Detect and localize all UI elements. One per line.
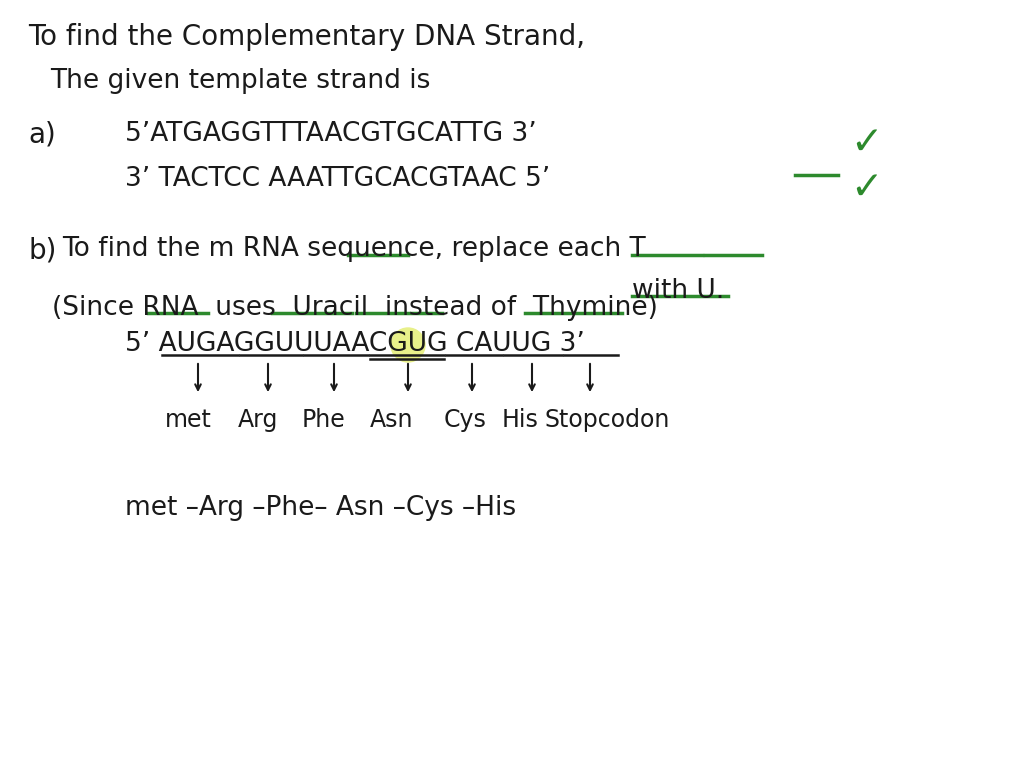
Text: ✓: ✓ <box>850 124 883 162</box>
Text: The given template strand is: The given template strand is <box>50 68 430 94</box>
Text: 3’ TACTCC AAATTGCACGTAAC 5’: 3’ TACTCC AAATTGCACGTAAC 5’ <box>125 166 550 192</box>
Text: ✓: ✓ <box>850 169 883 207</box>
Text: with U.: with U. <box>632 278 724 304</box>
Text: To find the m RNA sequence, replace each T: To find the m RNA sequence, replace each… <box>62 236 646 262</box>
Text: Asn: Asn <box>370 408 414 432</box>
Text: met –Arg –Phe– Asn –Cys –His: met –Arg –Phe– Asn –Cys –His <box>125 495 516 521</box>
Text: 5’ATGAGGTTTAACGTGCATTG 3’: 5’ATGAGGTTTAACGTGCATTG 3’ <box>125 121 537 147</box>
Text: b): b) <box>28 236 56 264</box>
Text: Phe: Phe <box>302 408 346 432</box>
Text: (Since RNA  uses  Uracil  instead of  Thymine): (Since RNA uses Uracil instead of Thymin… <box>52 295 657 321</box>
Text: met: met <box>165 408 212 432</box>
Text: Stopcodon: Stopcodon <box>545 408 671 432</box>
Text: To find the Complementary DNA Strand,: To find the Complementary DNA Strand, <box>28 23 585 51</box>
Text: Cys: Cys <box>444 408 486 432</box>
Text: His: His <box>502 408 539 432</box>
Circle shape <box>391 328 425 362</box>
Text: Arg: Arg <box>238 408 279 432</box>
Text: a): a) <box>28 121 55 149</box>
Text: 5’ AUGAGGUUUAACGUG CAUUG 3’: 5’ AUGAGGUUUAACGUG CAUUG 3’ <box>125 331 585 357</box>
